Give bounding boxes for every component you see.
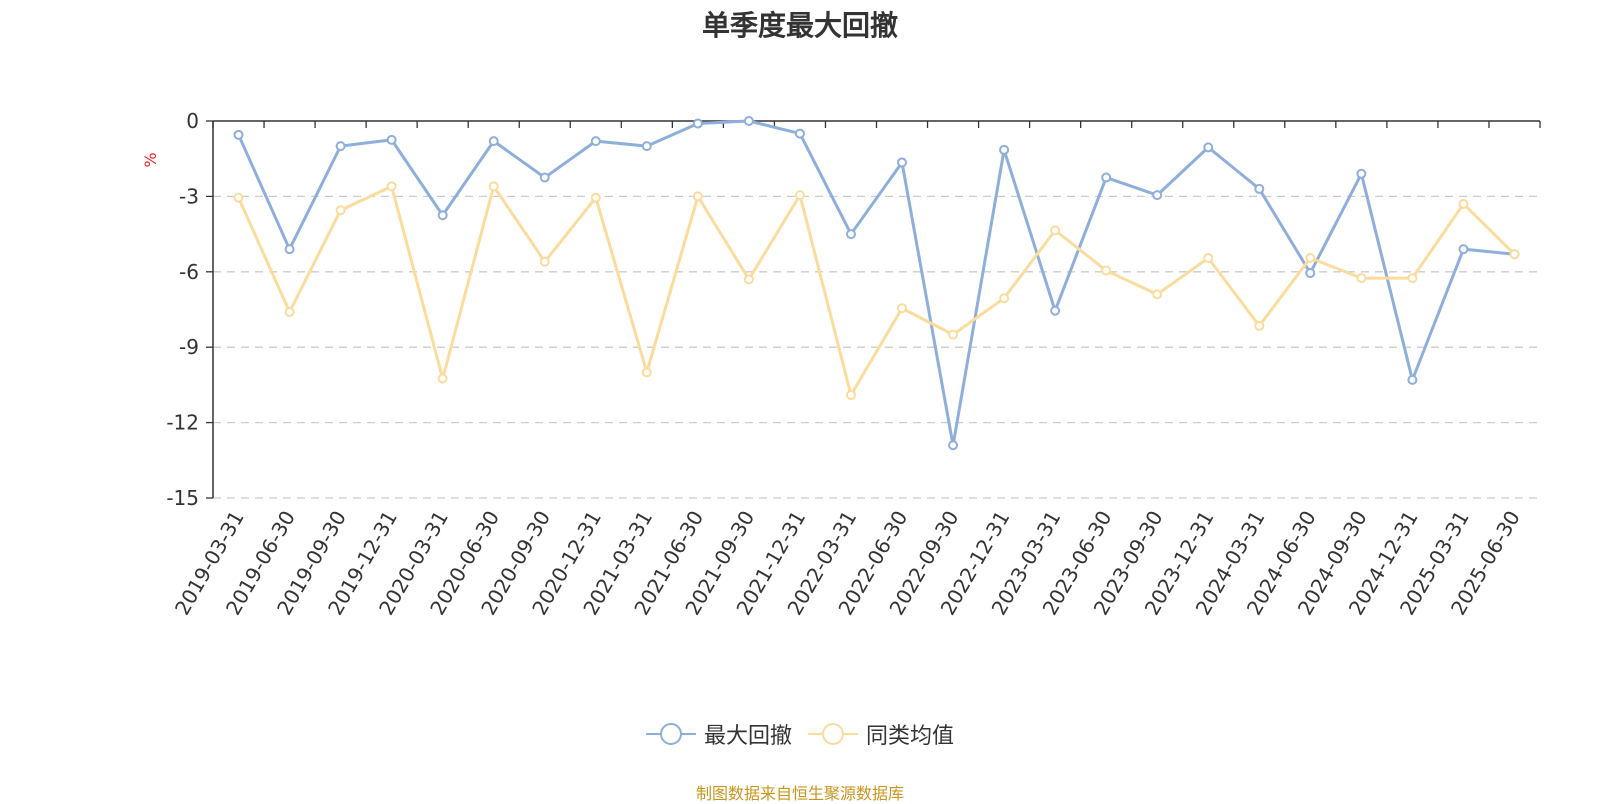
data-point xyxy=(1203,142,1214,153)
y-tick-label: 0 xyxy=(186,109,199,133)
data-point xyxy=(590,136,601,147)
data-point xyxy=(284,244,295,255)
data-point xyxy=(1458,244,1469,255)
y-axis-label: % xyxy=(141,152,160,167)
data-point xyxy=(692,191,703,202)
data-point xyxy=(999,144,1010,155)
series-line xyxy=(237,119,1515,447)
data-point xyxy=(437,373,448,384)
legend-line-circle-icon xyxy=(808,723,858,745)
data-point xyxy=(1101,265,1112,276)
y-tick-label: -12 xyxy=(166,411,199,435)
data-point xyxy=(335,141,346,152)
legend-line-circle-icon xyxy=(645,723,696,745)
series-group-2 xyxy=(233,181,1520,400)
legend-item-peer-average[interactable]: 同类均值 xyxy=(808,718,954,750)
data-point xyxy=(692,118,703,129)
y-tick-label: -9 xyxy=(179,335,199,359)
grid-lines xyxy=(213,195,1540,499)
data-point xyxy=(1407,374,1418,385)
data-point xyxy=(1050,305,1061,316)
data-point xyxy=(590,192,601,203)
series xyxy=(233,116,1520,451)
series-group-1 xyxy=(233,116,1520,451)
data-point xyxy=(794,128,805,139)
data-point xyxy=(1509,249,1520,260)
data-point xyxy=(641,367,652,378)
data-point xyxy=(1050,225,1061,236)
y-tick-label: -3 xyxy=(179,184,199,208)
axes: 0-3-6-9-12-152019-03-312019-06-302019-09… xyxy=(166,109,1541,619)
data-point xyxy=(794,190,805,201)
data-point xyxy=(1356,273,1367,284)
series-line xyxy=(237,184,1516,397)
chart-title: 单季度最大回撤 xyxy=(701,9,898,42)
y-tick-label: -15 xyxy=(166,486,199,510)
data-point xyxy=(897,303,908,314)
data-point xyxy=(539,172,550,183)
data-point xyxy=(743,274,754,285)
legend-item-max-drawdown[interactable]: 最大回撤 xyxy=(645,718,792,750)
data-point xyxy=(488,136,499,147)
data-point xyxy=(743,116,754,126)
data-point xyxy=(845,389,856,400)
data-point xyxy=(1152,190,1163,201)
data-point xyxy=(1101,172,1112,183)
data-point xyxy=(1407,273,1418,284)
line-chart: 0-3-6-9-12-152019-03-312019-06-302019-09… xyxy=(141,109,1541,619)
data-point xyxy=(1458,198,1469,209)
data-point xyxy=(845,229,856,240)
data-point xyxy=(897,157,908,168)
data-point xyxy=(386,181,397,192)
data-point xyxy=(488,181,499,192)
data-point xyxy=(539,256,550,267)
data-point xyxy=(233,129,244,140)
legend: 最大回撤 同类均值 xyxy=(0,718,1600,750)
data-point xyxy=(641,141,652,152)
data-point xyxy=(1254,183,1265,194)
data-point xyxy=(437,210,448,221)
data-point xyxy=(999,293,1010,304)
data-point xyxy=(1356,168,1367,179)
data-point xyxy=(1305,252,1316,263)
data-point xyxy=(386,134,397,145)
data-point xyxy=(1203,252,1214,263)
data-point xyxy=(1152,289,1163,300)
data-point xyxy=(948,329,959,340)
y-tick-label: -6 xyxy=(179,260,199,284)
data-point xyxy=(948,440,959,451)
source-note: 制图数据来自恒生聚源数据库 xyxy=(695,784,904,803)
data-point xyxy=(284,307,295,318)
legend-label-max-drawdown: 最大回撤 xyxy=(703,724,792,749)
legend-label-peer-average: 同类均值 xyxy=(866,724,955,749)
data-point xyxy=(233,192,244,203)
data-point xyxy=(335,205,346,216)
data-point xyxy=(1254,320,1265,331)
data-point xyxy=(1305,268,1316,279)
